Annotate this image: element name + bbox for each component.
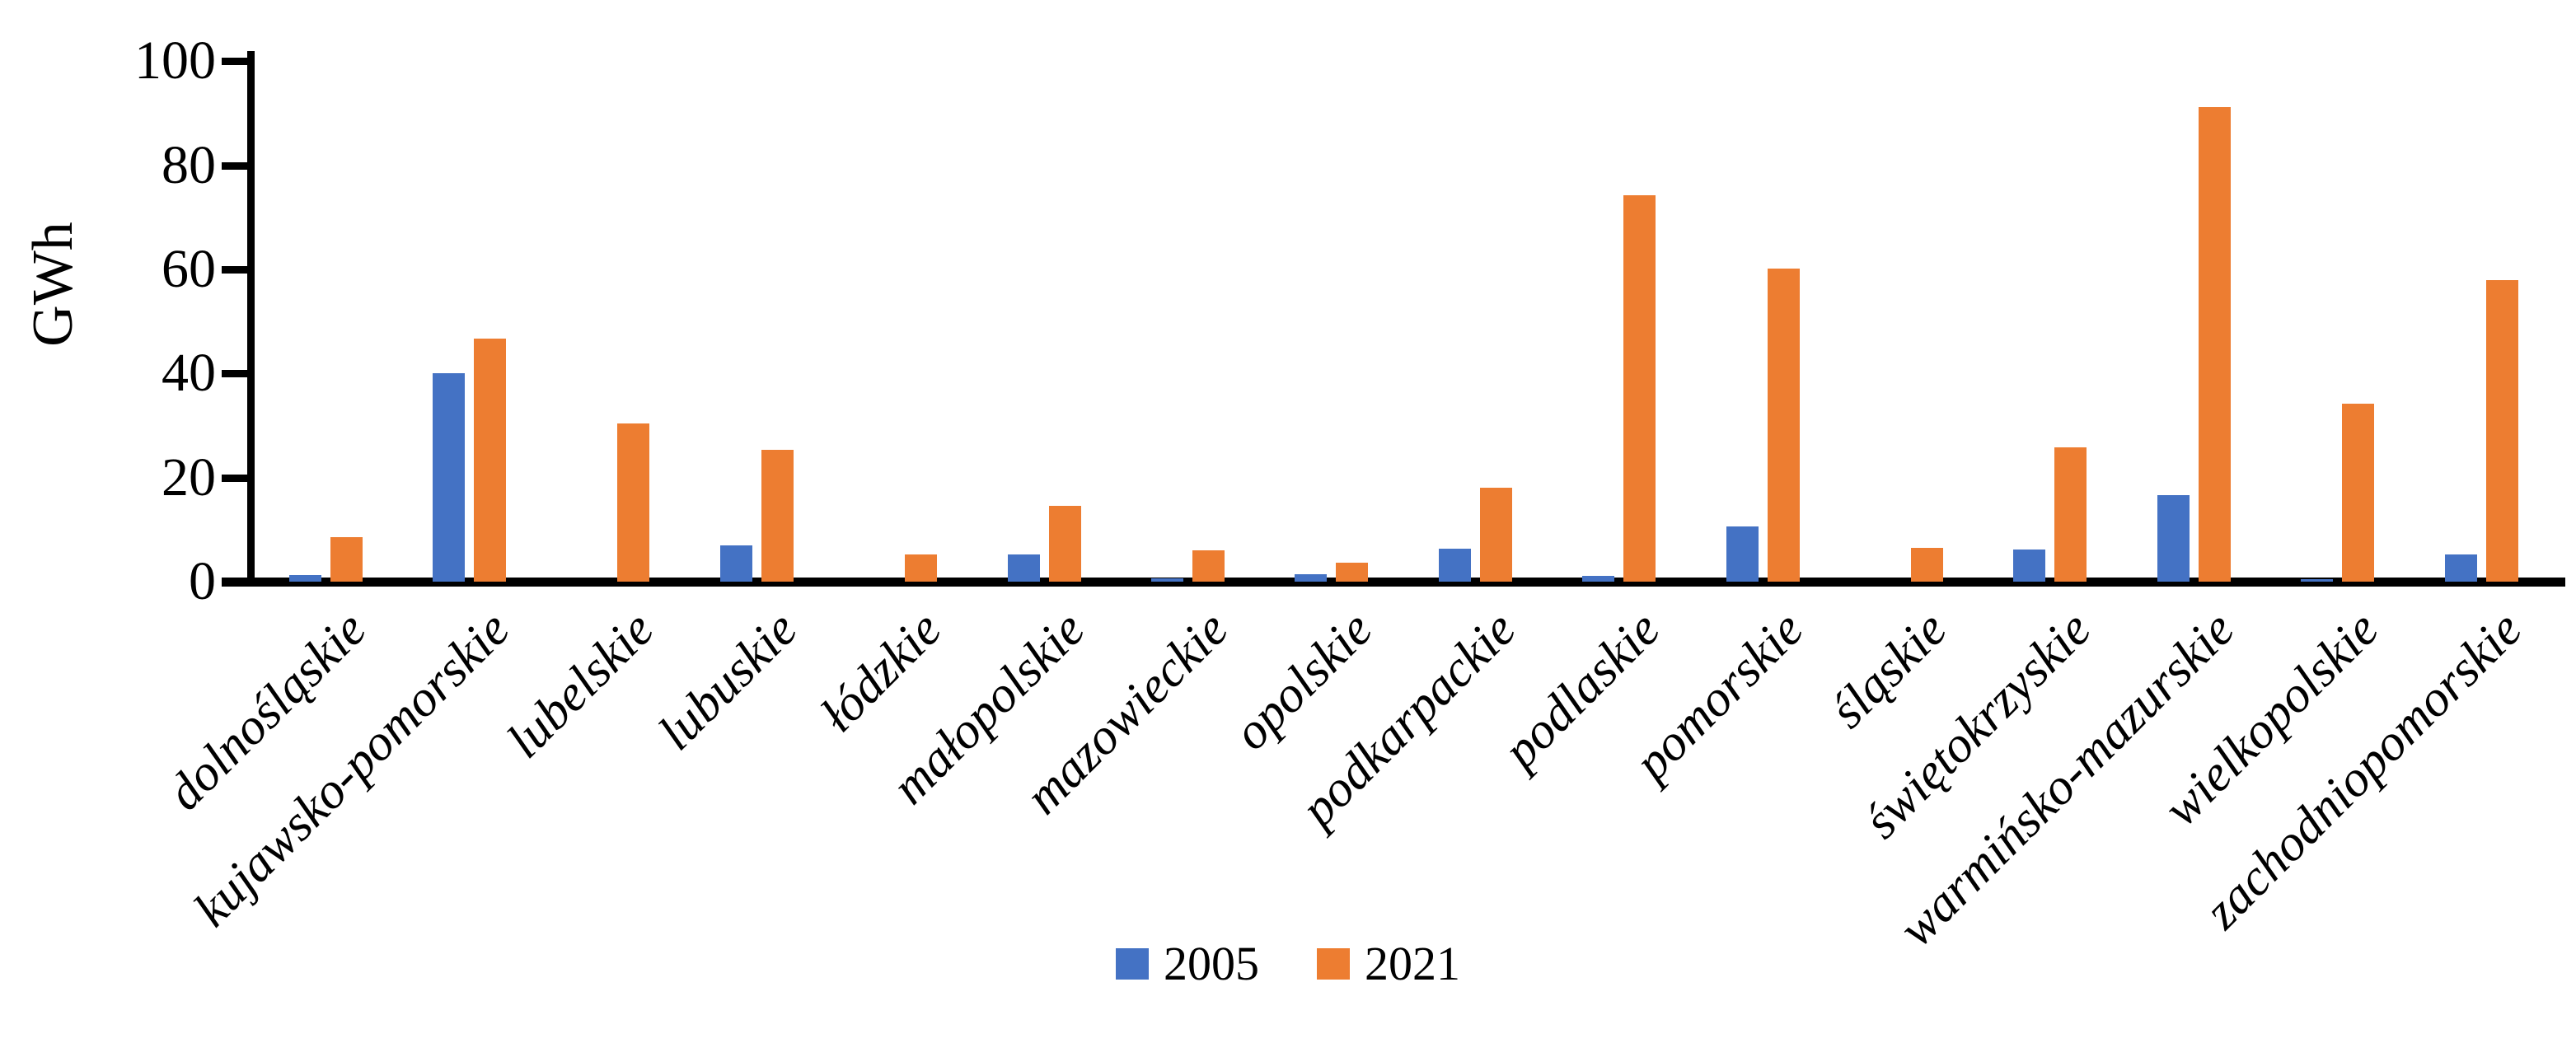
- bar-2021-wielkopolskie: [2342, 403, 2375, 582]
- legend-label-2005: 2005: [1164, 937, 1259, 990]
- bar-2021-dolnośląskie: [330, 536, 363, 582]
- y-tick-label: 20: [162, 447, 216, 507]
- bar-2005-małopolskie: [1007, 554, 1040, 582]
- bar-2021-lubuskie: [761, 449, 794, 582]
- bar-2005-lubuskie: [719, 545, 752, 582]
- legend: 2005 2021: [0, 939, 2576, 989]
- bar-2021-zachodniopomorskie: [2485, 279, 2518, 582]
- bar-2005-kujawsko-pomorskie: [432, 373, 465, 582]
- x-axis-line: [222, 578, 2565, 587]
- bar-2005-podlaskie: [1582, 576, 1615, 582]
- bar-2021-małopolskie: [1048, 506, 1081, 582]
- y-tick-mark: [222, 370, 253, 378]
- bar-2021-śląskie: [1910, 547, 1943, 582]
- bar-2021-warmińsko-mazurskie: [2198, 106, 2231, 582]
- bar-2005-zachodniopomorskie: [2444, 554, 2477, 582]
- bar-2021-podlaskie: [1623, 194, 1656, 582]
- bar-2021-podkarpackie: [1479, 487, 1512, 582]
- bar-2005-pomorskie: [1726, 526, 1759, 582]
- bar-2021-mazowieckie: [1192, 550, 1225, 582]
- bar-2005-podkarpackie: [1438, 548, 1471, 582]
- y-tick-mark: [222, 58, 253, 66]
- legend-item-2005: 2005: [1116, 939, 1259, 989]
- bar-2021-lubelskie: [617, 423, 650, 582]
- y-tick-label: 0: [189, 551, 216, 611]
- bar-2005-wielkopolskie: [2301, 578, 2334, 582]
- bar-2005-dolnośląskie: [288, 575, 321, 582]
- bar-2005-świętokrzyskie: [2013, 550, 2046, 582]
- y-tick-mark: [222, 265, 253, 274]
- y-tick-label: 40: [162, 343, 216, 404]
- y-tick-mark: [222, 161, 253, 170]
- legend-swatch-2021: [1317, 948, 1350, 980]
- bar-2005-warmińsko-mazurskie: [2157, 495, 2190, 582]
- bar-2021-pomorskie: [1767, 268, 1800, 582]
- bar-2021-opolskie: [1336, 563, 1369, 582]
- legend-item-2021: 2021: [1317, 939, 1460, 989]
- bar-2021-łódzkie: [905, 554, 938, 582]
- bar-2005-mazowieckie: [1150, 578, 1183, 582]
- bar-2021-kujawsko-pomorskie: [473, 338, 506, 582]
- bar-2021-świętokrzyskie: [2054, 447, 2087, 582]
- y-tick-label: 100: [134, 30, 216, 91]
- y-tick-label: 60: [162, 238, 216, 299]
- legend-swatch-2005: [1116, 948, 1149, 980]
- y-tick-label: 80: [162, 134, 216, 195]
- y-axis-line: [247, 51, 255, 587]
- y-tick-mark: [222, 578, 253, 586]
- legend-label-2021: 2021: [1365, 937, 1460, 990]
- y-tick-mark: [222, 474, 253, 482]
- bar-2005-opolskie: [1295, 574, 1328, 582]
